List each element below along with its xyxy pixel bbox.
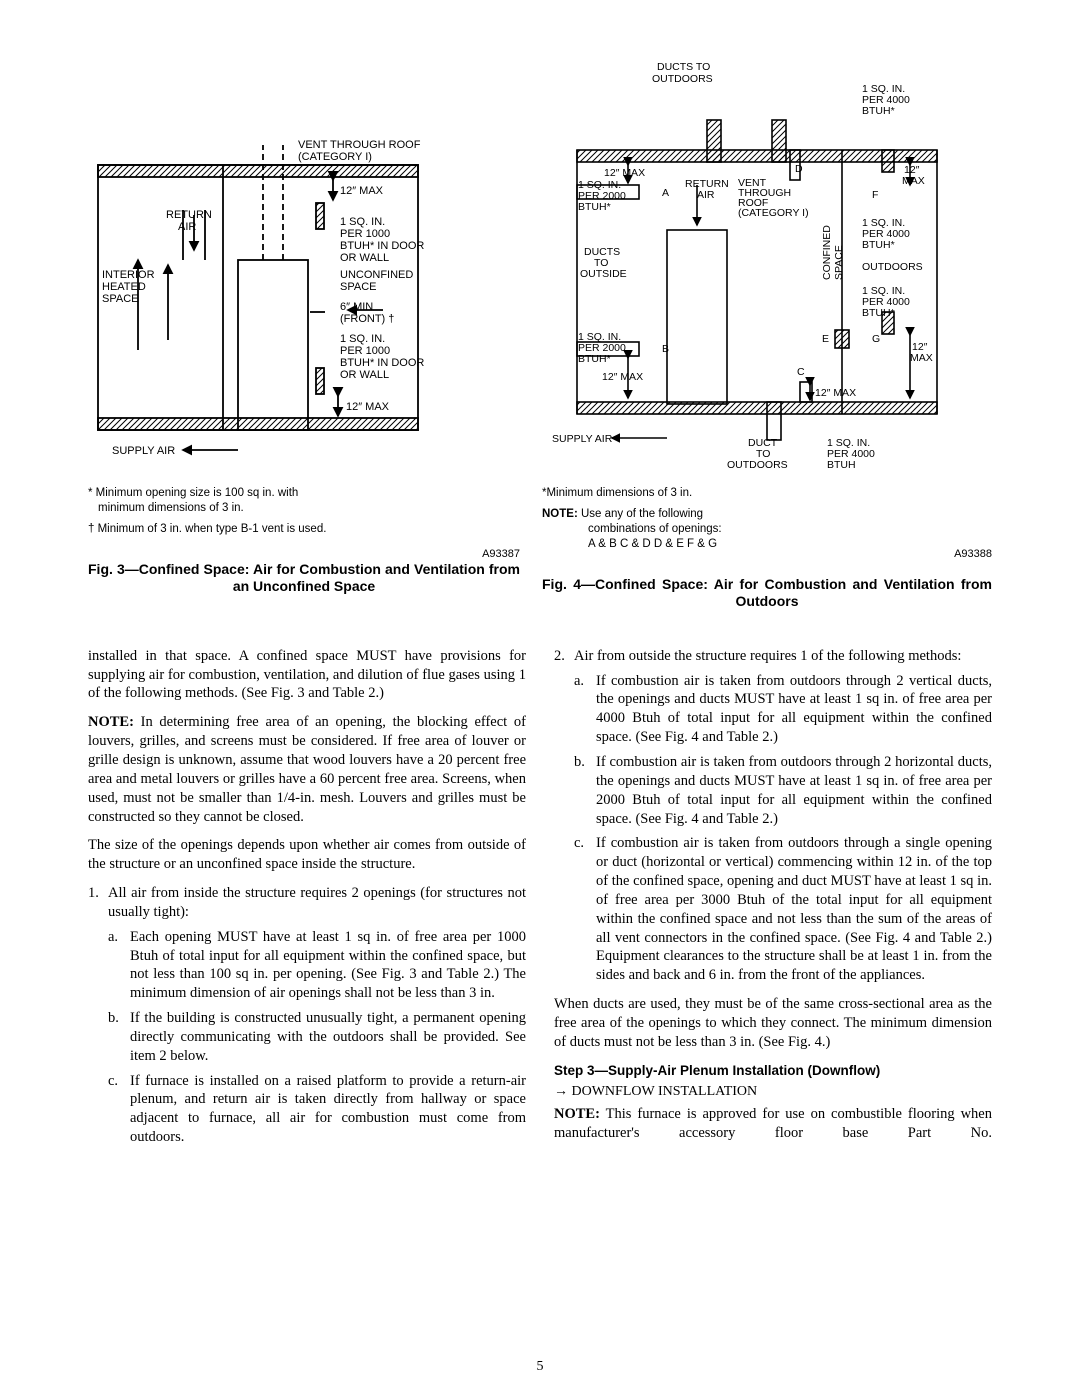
svg-text:C: C xyxy=(797,366,805,378)
svg-text:OUTDOORS: OUTDOORS xyxy=(727,459,788,471)
svg-text:HEATED: HEATED xyxy=(102,281,146,293)
page-number: 5 xyxy=(537,1359,544,1375)
fig4-id: A93388 xyxy=(954,548,992,560)
svg-text:BTUH*: BTUH* xyxy=(862,307,895,319)
c2-li2: Air from outside the structure requires … xyxy=(554,647,992,985)
c1-li1a: Each opening MUST have at least 1 sq in.… xyxy=(108,928,526,1003)
c2-p1: When ducts are used, they must be of the… xyxy=(554,995,992,1052)
svg-text:F: F xyxy=(872,189,878,201)
svg-text:A: A xyxy=(662,187,669,199)
svg-text:12″ MAX: 12″ MAX xyxy=(602,371,643,383)
figures-row: VENT THROUGH ROOF (CATEGORY I) RETURN AI… xyxy=(88,50,992,611)
svg-text:CONFINED: CONFINED xyxy=(821,225,833,280)
svg-text:INTERIOR: INTERIOR xyxy=(102,269,155,281)
svg-text:12″ MAX: 12″ MAX xyxy=(346,401,390,413)
fig4-foot: *Minimum dimensions of 3 in. NOTE: Use a… xyxy=(542,486,992,552)
svg-text:MAX: MAX xyxy=(902,175,925,187)
fig3: VENT THROUGH ROOF (CATEGORY I) RETURN AI… xyxy=(88,50,520,611)
c1-p2: NOTE: In determining free area of an ope… xyxy=(88,713,526,826)
svg-text:6″ MIN: 6″ MIN xyxy=(340,301,373,313)
svg-text:G: G xyxy=(872,333,880,345)
c2-li2c: If combustion air is taken from outdoors… xyxy=(574,834,992,985)
svg-text:PER 1000: PER 1000 xyxy=(340,228,390,240)
svg-text:E: E xyxy=(822,333,829,345)
c1-p1: installed in that space. A confined spac… xyxy=(88,647,526,704)
fig3-foot: * Minimum opening size is 100 sq in. wit… xyxy=(88,486,520,537)
svg-text:OUTDOORS: OUTDOORS xyxy=(652,73,713,85)
svg-text:BTUH*: BTUH* xyxy=(862,239,895,251)
svg-text:12″ MAX: 12″ MAX xyxy=(815,387,856,399)
svg-text:(CATEGORY I): (CATEGORY I) xyxy=(738,207,809,219)
svg-text:RETURN: RETURN xyxy=(166,209,212,221)
c2-li2b: If combustion air is taken from outdoors… xyxy=(574,753,992,828)
c1-li1c: If furnace is installed on a raised plat… xyxy=(108,1072,526,1147)
svg-text:SPACE: SPACE xyxy=(340,281,376,293)
svg-text:SPACE: SPACE xyxy=(102,293,138,305)
svg-text:SUPPLY AIR: SUPPLY AIR xyxy=(552,433,613,445)
svg-text:BTUH* IN DOOR: BTUH* IN DOOR xyxy=(340,357,424,369)
svg-text:B: B xyxy=(662,343,669,355)
svg-text:OR WALL: OR WALL xyxy=(340,252,389,264)
svg-text:PER 1000: PER 1000 xyxy=(340,345,390,357)
svg-text:BTUH* IN DOOR: BTUH* IN DOOR xyxy=(340,240,424,252)
fig4-svg: DUCTS TO OUTDOORS 1 SQ. IN. PER 4000 BTU… xyxy=(542,50,992,480)
svg-text:AIR: AIR xyxy=(697,189,715,201)
col-right: Air from outside the structure requires … xyxy=(554,647,992,1157)
svg-text:BTUH: BTUH xyxy=(827,459,856,471)
svg-text:OUTSIDE: OUTSIDE xyxy=(580,268,627,280)
c1-li1b: If the building is constructed unusually… xyxy=(108,1009,526,1066)
svg-text:UNCONFINED: UNCONFINED xyxy=(340,269,413,281)
c2-li2a: If combustion air is taken from outdoors… xyxy=(574,672,992,747)
svg-text:BTUH*: BTUH* xyxy=(578,201,611,213)
svg-text:(FRONT) †: (FRONT) † xyxy=(340,313,394,325)
svg-text:SUPPLY AIR: SUPPLY AIR xyxy=(112,445,175,457)
svg-text:12″ MAX: 12″ MAX xyxy=(340,185,384,197)
fig3-svg: VENT THROUGH ROOF (CATEGORY I) RETURN AI… xyxy=(88,50,508,480)
fig3-caption: Fig. 3—Confined Space: Air for Combustio… xyxy=(88,561,520,596)
svg-text:1 SQ. IN.: 1 SQ. IN. xyxy=(340,333,385,345)
svg-text:MAX: MAX xyxy=(910,352,933,364)
svg-text:BTUH*: BTUH* xyxy=(862,105,895,117)
svg-text:OR WALL: OR WALL xyxy=(340,369,389,381)
svg-text:1 SQ. IN.: 1 SQ. IN. xyxy=(340,216,385,228)
svg-text:D: D xyxy=(795,163,803,175)
c1-li1: All air from inside the structure requir… xyxy=(88,884,526,1147)
col-left: installed in that space. A confined spac… xyxy=(88,647,526,1157)
fig4: DUCTS TO OUTDOORS 1 SQ. IN. PER 4000 BTU… xyxy=(542,50,992,611)
svg-text:SPACE: SPACE xyxy=(833,245,845,280)
svg-text:AIR: AIR xyxy=(178,221,196,233)
svg-text:VENT THROUGH ROOF: VENT THROUGH ROOF xyxy=(298,139,421,151)
svg-text:(CATEGORY I): (CATEGORY I) xyxy=(298,151,372,163)
c1-p3: The size of the openings depends upon wh… xyxy=(88,836,526,874)
c2-p2: NOTE: This furnace is approved for use o… xyxy=(554,1105,992,1143)
downflow-line: → DOWNFLOW INSTALLATION xyxy=(554,1083,992,1101)
svg-text:12″ MAX: 12″ MAX xyxy=(604,167,645,179)
fig3-id: A93387 xyxy=(482,548,520,560)
body-columns: installed in that space. A confined spac… xyxy=(88,647,992,1157)
svg-text:DUCTS TO: DUCTS TO xyxy=(657,61,710,73)
svg-text:BTUH*: BTUH* xyxy=(578,353,611,365)
svg-text:OUTDOORS: OUTDOORS xyxy=(862,261,923,273)
fig4-caption: Fig. 4—Confined Space: Air for Combustio… xyxy=(542,576,992,611)
step3-heading: Step 3—Supply-Air Plenum Installation (D… xyxy=(554,1062,992,1080)
